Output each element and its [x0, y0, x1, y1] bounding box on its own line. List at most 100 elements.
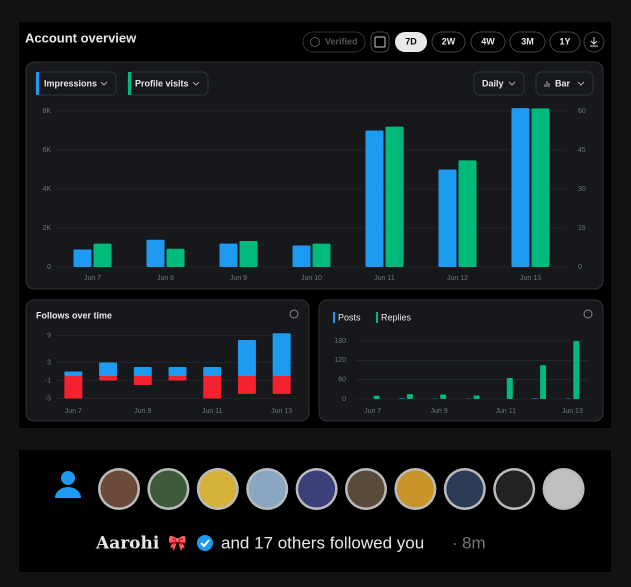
- dropdown-label: Bar: [555, 78, 571, 88]
- range-pill: [395, 32, 427, 52]
- bar: [540, 365, 547, 399]
- y2-tick-label: 60: [578, 108, 586, 115]
- bar: [146, 239, 165, 267]
- bar: [239, 241, 258, 267]
- dropdown-box: [535, 71, 594, 96]
- range-buttons: 7D 2W 4W 3M 1Y: [395, 31, 581, 53]
- range-button[interactable]: 3M: [509, 31, 546, 53]
- x-tick-label: Jun 7: [65, 408, 82, 415]
- y-tick-label: 4K: [42, 186, 51, 193]
- y-tick-label: 8K: [42, 108, 51, 115]
- bar: [219, 243, 238, 267]
- avatar-image: [100, 470, 138, 508]
- legend-swatch: [128, 72, 131, 95]
- info-icon[interactable]: [583, 309, 593, 319]
- y2-tick-label: 45: [578, 147, 586, 154]
- bar: [64, 371, 83, 376]
- bar: [398, 398, 405, 399]
- bar: [237, 376, 256, 394]
- y-tick-label: 180: [334, 338, 346, 345]
- x-tick-label: Jun 12: [447, 275, 468, 282]
- x-tick-label: Jun 7: [84, 275, 101, 282]
- bar-icon: [544, 81, 550, 87]
- range-label: 3M: [521, 36, 534, 46]
- calendar-icon: [374, 36, 386, 48]
- info-icon[interactable]: [289, 309, 299, 319]
- avatar-image: [396, 470, 434, 508]
- avatar-image: [199, 470, 237, 508]
- name-emoji: 🎀: [168, 535, 187, 552]
- metric-dropdown[interactable]: Impressions: [35, 71, 117, 96]
- legend-label: Replies: [381, 312, 412, 322]
- bar: [133, 376, 152, 385]
- avatar-image: [248, 470, 286, 508]
- legend-label: Profile visits: [135, 78, 189, 88]
- time-ago: 8m: [462, 533, 486, 552]
- verified-icon: [310, 37, 320, 47]
- x-tick-label: Jun 9: [431, 408, 448, 415]
- y-tick-label: 9: [47, 332, 51, 339]
- chevron: [508, 81, 516, 86]
- y-tick-label: 3: [47, 359, 51, 366]
- x-tick-label: Jun 13: [520, 275, 541, 282]
- x-tick-label: Jun 7: [364, 408, 381, 415]
- y2-tick-label: 30: [578, 186, 586, 193]
- y-tick-label: 120: [334, 357, 346, 364]
- avatar-image: [347, 470, 385, 508]
- chevron: [577, 81, 585, 86]
- legend-label: Posts: [338, 312, 361, 322]
- range-pill: [509, 31, 546, 53]
- verified-outline: [302, 31, 366, 53]
- bar: [93, 243, 112, 267]
- y-tick-label: -1: [45, 377, 51, 384]
- range-button[interactable]: 2W: [431, 31, 466, 53]
- download-button[interactable]: [583, 31, 605, 53]
- bar: [203, 376, 222, 399]
- range-button[interactable]: 1Y: [549, 31, 581, 53]
- bar: [64, 376, 83, 399]
- y-tick-label: 6K: [42, 147, 51, 154]
- x-tick-label: Jun 11: [496, 408, 517, 415]
- bar: [237, 340, 256, 376]
- y-tick-label: 0: [342, 396, 346, 403]
- range-label: 1Y: [559, 36, 570, 46]
- person-head: [61, 471, 75, 485]
- legend-swatch: [36, 72, 39, 95]
- follower-name[interactable]: Aarohi: [95, 534, 160, 554]
- x-tick-label: Jun 13: [271, 408, 292, 415]
- interval-dropdown[interactable]: Daily: [473, 71, 525, 96]
- range-pill: [431, 31, 466, 53]
- avatar-image: [149, 470, 187, 508]
- style-dropdown[interactable]: Bar: [535, 71, 594, 96]
- person-icon: [55, 471, 81, 498]
- x-tick-label: Jun 11: [374, 275, 395, 282]
- range-button[interactable]: 7D: [395, 32, 427, 52]
- bar: [272, 333, 291, 376]
- y-tick-label: -5: [45, 395, 51, 402]
- bar: [292, 245, 311, 267]
- verified-button[interactable]: Verified: [302, 31, 366, 53]
- bar: [203, 367, 222, 376]
- y2-tick-label: 15: [578, 225, 586, 232]
- bar: [373, 395, 380, 399]
- avatar-image: [495, 470, 533, 508]
- avatars: [98, 468, 585, 510]
- panel-title: Account overview: [25, 30, 137, 45]
- range-label: 2W: [442, 36, 456, 46]
- calendar-button[interactable]: [370, 31, 390, 53]
- metric-dropdown[interactable]: Profile visits: [127, 71, 209, 96]
- bar: [133, 367, 152, 376]
- notification-text: and 17 others followed you: [221, 533, 424, 552]
- bar: [573, 341, 580, 399]
- badge-check: [200, 539, 210, 548]
- bar: [531, 108, 550, 268]
- legend-swatch: [376, 312, 378, 323]
- range-button[interactable]: 4W: [470, 31, 506, 53]
- bar: [168, 376, 187, 381]
- bar: [506, 378, 513, 399]
- bar: [438, 169, 457, 267]
- legend-swatch: [333, 312, 335, 323]
- bar: [99, 362, 118, 376]
- bar: [532, 398, 539, 399]
